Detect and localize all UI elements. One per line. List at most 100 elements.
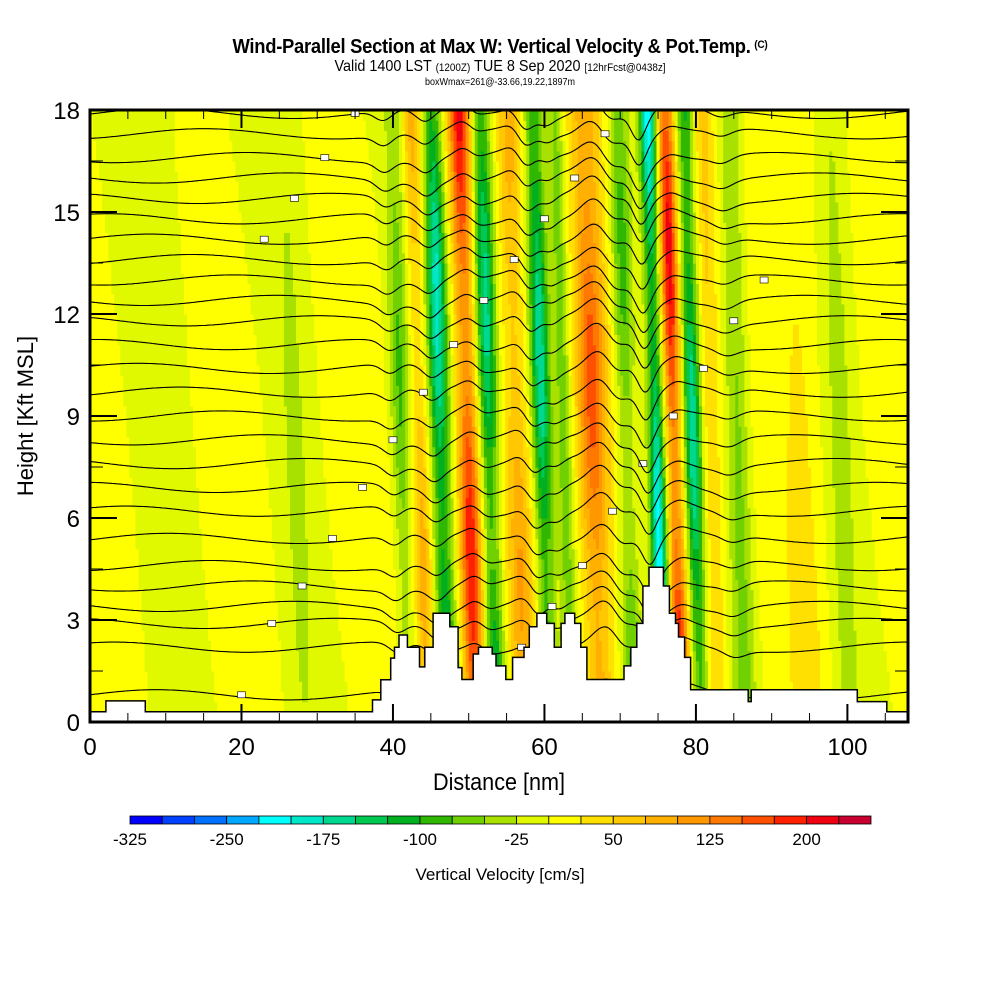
field-cell [199, 671, 203, 682]
field-cell [90, 589, 94, 601]
field-cell [229, 324, 233, 335]
field-cell [256, 507, 261, 519]
field-cell [302, 558, 306, 570]
field-cell [190, 273, 194, 284]
field-cell [123, 120, 127, 131]
field-cell [338, 222, 342, 233]
field-cell [232, 630, 236, 641]
field-cell [241, 212, 246, 223]
field-cell [223, 589, 227, 601]
field-cell [202, 650, 206, 662]
field-cell [338, 436, 342, 448]
field-cell [280, 630, 285, 641]
field-cell [105, 681, 109, 692]
field-cell [114, 579, 118, 590]
field-cell [235, 467, 239, 478]
field-cell [220, 630, 224, 641]
field-cell [220, 477, 224, 488]
field-cell [280, 660, 285, 672]
field-cell [217, 191, 221, 203]
field-cell [126, 538, 130, 550]
field-cell [332, 130, 336, 142]
field-cell [280, 558, 285, 570]
field-cell [144, 344, 149, 356]
field-cell [317, 171, 321, 182]
field-cell [293, 548, 297, 560]
field-cell [268, 191, 273, 203]
field-cell [193, 518, 197, 529]
field-cell [238, 620, 243, 631]
field-cell [162, 497, 167, 509]
field-cell [220, 518, 224, 529]
field-cell [271, 263, 276, 274]
field-cell [314, 273, 318, 284]
field-cell [277, 528, 282, 539]
field-cell [253, 252, 258, 264]
field-cell [271, 569, 276, 580]
field-cell [132, 599, 136, 611]
field-cell [129, 446, 133, 458]
field-cell [323, 579, 327, 590]
field-cell [126, 273, 130, 284]
field-cell [99, 558, 103, 570]
field-cell [196, 660, 200, 672]
field-cell [211, 456, 215, 468]
field-cell [205, 660, 209, 672]
field-cell [232, 681, 236, 692]
field-cell [268, 538, 273, 550]
field-cell [102, 120, 106, 131]
field-cell [138, 426, 143, 437]
field-cell [186, 110, 191, 121]
field-cell [159, 477, 164, 488]
field-cell [274, 518, 279, 529]
field-cell [199, 181, 203, 193]
field-cell [183, 252, 188, 264]
field-cell [247, 487, 252, 499]
field-cell [99, 620, 103, 631]
field-cell [268, 375, 273, 386]
field-cell [262, 630, 267, 641]
field-cell [223, 436, 227, 448]
field-cell [147, 579, 152, 590]
field-cell [283, 497, 288, 509]
field-cell [338, 283, 342, 295]
field-cell [293, 650, 297, 662]
field-cell [296, 324, 300, 335]
field-cell [171, 252, 176, 264]
field-cell [338, 671, 342, 682]
field-cell [214, 558, 218, 570]
field-cell [229, 691, 233, 703]
field-cell [186, 181, 191, 193]
field-cell [259, 212, 264, 223]
field-cell [341, 681, 346, 692]
field-cell [274, 538, 279, 550]
field-cell [105, 640, 109, 652]
field-cell [253, 354, 258, 366]
field-cell [302, 569, 306, 580]
field-cell [277, 426, 282, 437]
field-cell [186, 263, 191, 274]
field-cell [168, 385, 173, 397]
field-cell [296, 375, 300, 386]
field-cell [235, 334, 239, 346]
field-cell [268, 416, 273, 427]
field-cell [317, 589, 321, 601]
field-cell [286, 426, 291, 437]
field-cell [271, 314, 276, 325]
field-cell [302, 324, 306, 335]
field-cell [308, 110, 312, 121]
field-cell [159, 140, 164, 152]
field-cell [326, 599, 330, 611]
field-cell [111, 273, 115, 284]
field-cell [280, 375, 285, 386]
field-cell [168, 314, 173, 325]
field-cell [156, 548, 161, 560]
field-cell [90, 375, 94, 386]
field-cell [302, 701, 306, 713]
field-cell [217, 181, 221, 193]
field-cell [99, 691, 103, 703]
field-cell [96, 599, 100, 611]
field-cell [196, 548, 200, 560]
field-cell [180, 212, 185, 223]
field-cell [186, 222, 191, 233]
